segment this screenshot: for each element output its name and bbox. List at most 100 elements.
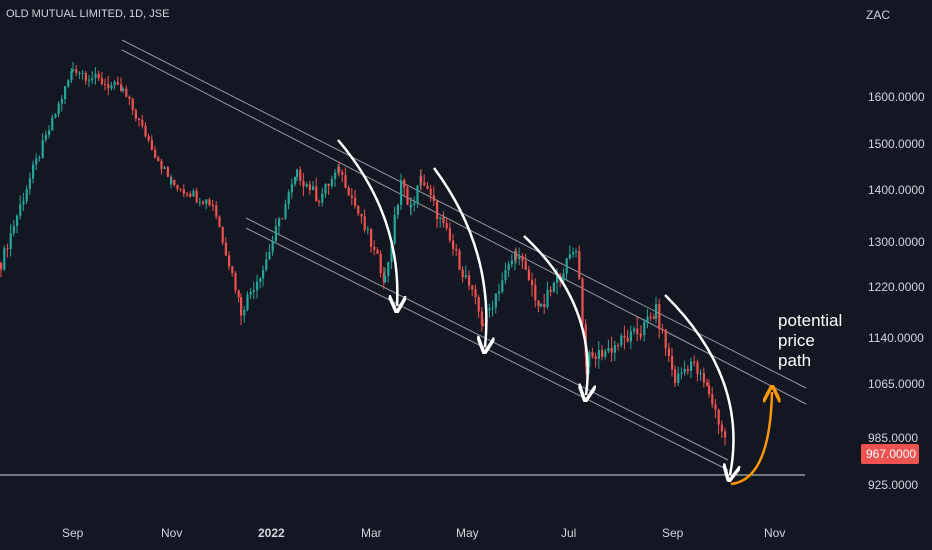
y-axis[interactable]: 1600.0000 1500.0000 1400.0000 1300.0000 … — [868, 90, 925, 492]
candle-body — [110, 85, 113, 89]
candle-body — [9, 233, 12, 249]
candle-body — [585, 355, 588, 367]
annotation-line-2: price — [778, 331, 815, 350]
candle-body — [262, 270, 265, 279]
downtrend-arrow-4[interactable] — [664, 294, 734, 475]
candle-body — [75, 69, 78, 73]
candle-body — [626, 337, 629, 342]
candle-body — [6, 248, 9, 250]
candle-body — [224, 242, 227, 256]
candle-body — [91, 77, 94, 80]
candle-body — [147, 136, 150, 141]
candle-body — [3, 248, 6, 270]
candle-body — [464, 275, 467, 278]
candle-body — [163, 167, 166, 169]
candle-body — [601, 350, 604, 357]
candle-body — [265, 259, 268, 271]
candle-body — [94, 73, 97, 78]
candle-body — [302, 180, 305, 187]
candle-body — [67, 80, 70, 87]
last-price-value: 967.0000 — [866, 447, 916, 461]
candle-body — [594, 356, 597, 359]
candle-body — [552, 282, 555, 292]
candle-body — [661, 329, 664, 331]
candle-body — [366, 229, 369, 231]
candle-body — [120, 84, 123, 91]
x-axis[interactable]: Sep Nov 2022 Mar May Jul Sep Nov — [62, 526, 785, 540]
candle-body — [160, 161, 163, 169]
y-tick-label: 1500.0000 — [868, 137, 925, 151]
y-tick-label: 1220.0000 — [868, 280, 925, 294]
candle-body — [636, 328, 639, 335]
candle-body — [524, 261, 527, 270]
candle-body — [578, 251, 581, 279]
candle-body — [208, 199, 211, 206]
candle-body — [643, 322, 646, 335]
candle-body — [711, 394, 714, 405]
candle-body — [623, 335, 626, 338]
candle-body — [330, 178, 333, 186]
candle-body — [215, 205, 218, 217]
channel-upper-band[interactable] — [121, 39, 807, 405]
candle-body — [166, 167, 169, 177]
candle-body — [515, 251, 518, 259]
candle-body — [543, 304, 546, 307]
downtrend-arrow-3[interactable] — [523, 235, 588, 395]
candle-body — [581, 278, 584, 325]
candle-body — [107, 84, 110, 89]
candle-body — [60, 99, 63, 104]
candle-body — [471, 285, 474, 290]
candle-body — [128, 96, 131, 99]
candle-body — [38, 157, 41, 159]
candle-body — [683, 368, 686, 373]
candle-body — [494, 293, 497, 308]
projection-arrow[interactable] — [730, 392, 772, 486]
candle-body — [420, 176, 423, 183]
candle-body — [652, 316, 655, 319]
y-tick-label: 1140.0000 — [868, 331, 924, 345]
candle-body — [360, 213, 363, 217]
candle-body — [284, 204, 287, 219]
channel-lower-band[interactable] — [245, 217, 729, 471]
candle-body — [556, 274, 559, 283]
candle-body — [468, 275, 471, 286]
candle-body — [57, 103, 60, 115]
candle-body — [318, 201, 321, 203]
candle-body — [294, 176, 297, 185]
candle-body — [81, 72, 84, 74]
candle-body — [504, 270, 507, 281]
candle-body — [154, 149, 157, 158]
candle-body — [680, 372, 683, 374]
candle-body — [240, 297, 243, 316]
candle-body — [299, 169, 302, 181]
candle-body — [221, 226, 224, 243]
candle-body — [390, 243, 393, 262]
candle-body — [274, 226, 277, 242]
candle-body — [604, 351, 607, 357]
candle-body — [138, 118, 141, 120]
candle-body — [442, 217, 445, 224]
candle-body — [617, 345, 620, 347]
candle-body — [400, 179, 403, 184]
candle-body — [693, 361, 696, 363]
candle-body — [212, 205, 215, 207]
candle-body — [141, 119, 144, 126]
candle-body — [416, 185, 419, 203]
x-tick-label: Nov — [764, 526, 785, 540]
candle-body — [376, 249, 379, 254]
candle-body — [113, 81, 116, 86]
downtrend-arrow-2[interactable] — [432, 167, 486, 347]
candle-body — [256, 281, 259, 291]
downtrend-arrow-1[interactable] — [337, 139, 397, 306]
candle-body — [84, 72, 87, 81]
candle-body — [413, 202, 416, 205]
candle-body — [341, 172, 344, 175]
y-tick-label: 925.0000 — [868, 478, 918, 492]
candle-body — [41, 139, 44, 158]
candle-body — [144, 125, 147, 137]
candle-body — [246, 294, 249, 310]
x-tick-label: Sep — [662, 526, 684, 540]
candle-body — [384, 276, 387, 283]
candle-body — [252, 290, 255, 292]
